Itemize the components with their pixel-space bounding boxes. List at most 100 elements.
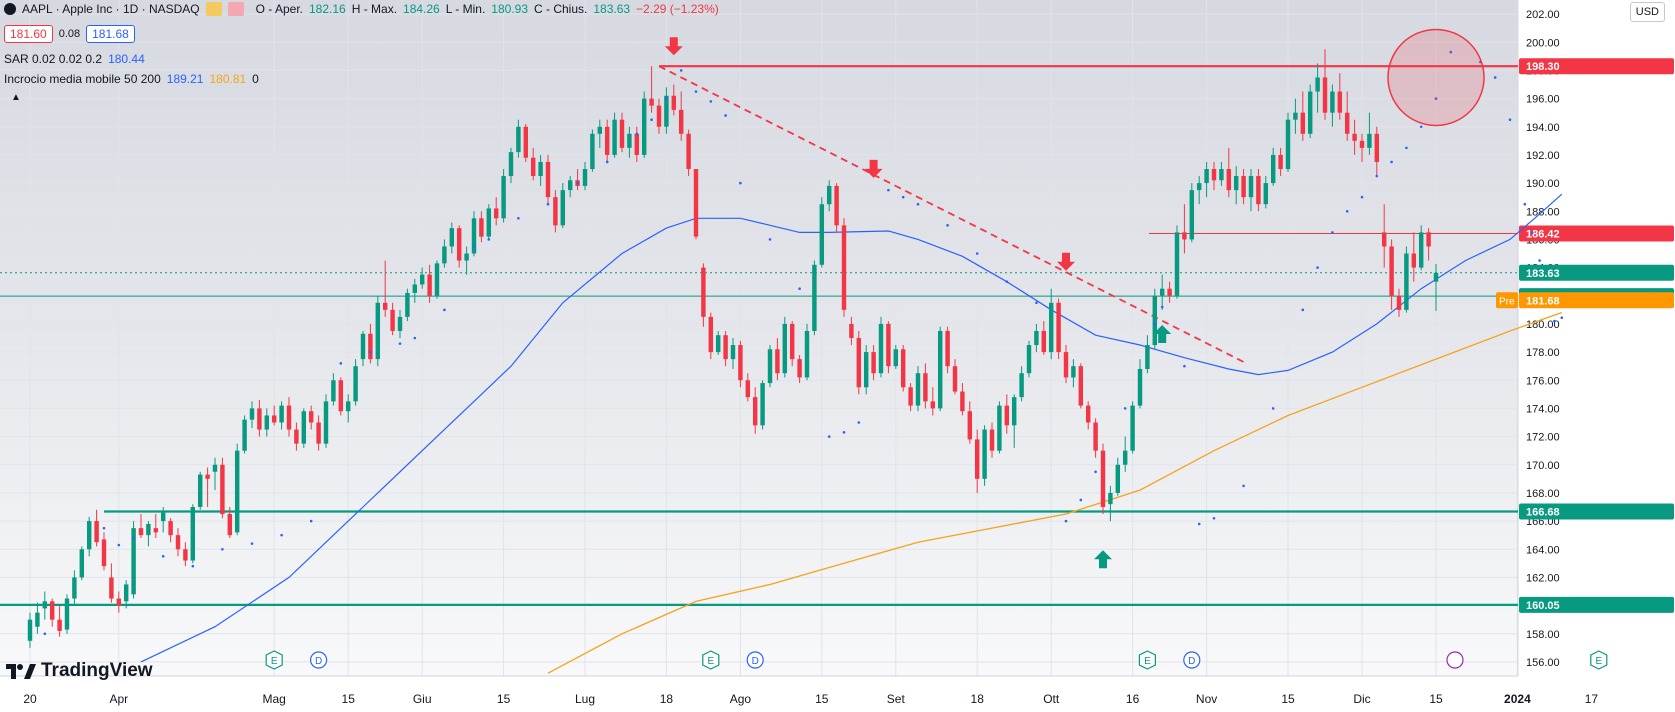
event-marker-label: D [1188, 656, 1195, 667]
candle [301, 408, 307, 448]
sar-dot [161, 554, 165, 558]
candle [649, 66, 654, 113]
candle [249, 401, 255, 429]
candle [1241, 169, 1246, 205]
candle [35, 602, 40, 634]
sar-dot [43, 632, 47, 636]
x-tick-label: Lug [575, 692, 595, 706]
candle [109, 563, 114, 603]
candle [523, 123, 529, 162]
y-tick-label: 188.00 [1526, 206, 1560, 218]
sar-dot [1035, 301, 1038, 305]
candle-body [1315, 77, 1320, 92]
sar-dot [1160, 305, 1164, 309]
candle-body [1389, 246, 1394, 296]
data-status-icon[interactable] [227, 2, 244, 16]
buy-price-button[interactable]: 181.68 [86, 25, 135, 43]
candle-body [886, 323, 891, 367]
candle-body [612, 119, 617, 155]
candle [567, 176, 573, 198]
candle [545, 154, 551, 205]
candle-body [723, 335, 728, 360]
sar-dot [1375, 174, 1379, 178]
level-price-label: 198.30 [1526, 61, 1560, 73]
sar-dot [1301, 308, 1305, 312]
candle [856, 330, 862, 395]
candle-body [952, 366, 958, 392]
candle-body [560, 190, 566, 226]
candle [1145, 335, 1150, 374]
ohlc-open-value: 182.16 [308, 2, 346, 16]
candle-body [1293, 112, 1298, 120]
candle [560, 183, 566, 229]
x-tick-label: Nov [1196, 692, 1217, 706]
candle [1330, 84, 1335, 127]
candle [1352, 119, 1357, 155]
x-tick-label: 15 [342, 692, 356, 706]
candle-body [1433, 272, 1439, 282]
x-tick-label: 18 [660, 692, 674, 706]
sar-dot [517, 216, 520, 220]
candle-body [989, 429, 995, 451]
candle [516, 119, 521, 158]
candle [1034, 323, 1039, 353]
sar-dot [1079, 498, 1083, 502]
candle [1426, 228, 1431, 261]
candle-body [797, 359, 802, 378]
sar-dot [1005, 280, 1009, 283]
candle-body [1359, 140, 1365, 148]
sar-legend[interactable]: SAR 0.02 0.02 0.2 180.44 [4, 52, 145, 66]
sell-price-button[interactable]: 181.60 [4, 25, 53, 43]
candle-body [508, 152, 514, 177]
candle [486, 204, 492, 240]
candle [72, 570, 77, 606]
ma-cross-legend[interactable]: Incrocio media mobile 50 200 189.21 180.… [4, 72, 259, 86]
candle [1056, 298, 1061, 360]
candle-body [1263, 183, 1269, 205]
candle [989, 422, 995, 458]
candle [1159, 274, 1165, 310]
candle-body [1330, 91, 1335, 113]
collapse-legend-chevron-up-icon[interactable]: ▲ [11, 92, 21, 103]
candle [360, 330, 366, 367]
candle-body [908, 387, 913, 406]
market-status-sun-icon[interactable] [205, 2, 222, 16]
candle-body [1152, 295, 1158, 346]
x-tick-label: 15 [1429, 692, 1443, 706]
tradingview-logo[interactable]: TradingView [6, 660, 153, 682]
sar-dot [1560, 316, 1564, 320]
candle [205, 467, 210, 507]
candle [1167, 281, 1172, 303]
symbol-title[interactable]: AAPL · Apple Inc · 1D · NASDAQ [22, 2, 200, 16]
candle-body [656, 105, 662, 127]
candle [686, 129, 691, 177]
level-price-tag [1519, 264, 1674, 281]
candle-body [160, 512, 166, 522]
candle [294, 422, 299, 451]
candle [471, 211, 477, 257]
candle [797, 354, 802, 384]
candle [1011, 394, 1017, 448]
candle [449, 222, 455, 254]
candle-body [1093, 422, 1098, 451]
candle-body [79, 549, 85, 578]
candle-body [249, 408, 255, 420]
y-tick-label: 158.00 [1526, 629, 1560, 641]
currency-selector[interactable]: USD [1629, 2, 1665, 22]
candle-body [168, 521, 173, 536]
x-tick-label: Dic [1353, 692, 1370, 706]
bid-ask-row: 181.60 0.08 181.68 [4, 25, 135, 43]
candle [427, 264, 432, 303]
sar-dot [102, 526, 106, 530]
sar-dot [635, 132, 639, 136]
symbol-legend: AAPL · Apple Inc · 1D · NASDAQ O - Aper.… [4, 2, 719, 16]
candle [730, 338, 736, 369]
candle-body [545, 161, 551, 198]
candle [863, 345, 869, 395]
resistance-trendline [658, 65, 1245, 363]
candle [1085, 401, 1091, 430]
candle [886, 321, 891, 374]
